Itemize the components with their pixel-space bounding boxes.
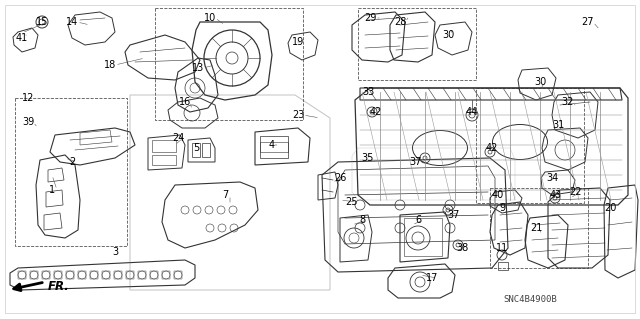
Text: 21: 21	[530, 223, 542, 233]
Text: 43: 43	[550, 190, 562, 200]
Text: 24: 24	[172, 133, 184, 143]
Text: 15: 15	[36, 17, 48, 27]
Text: 20: 20	[604, 203, 616, 213]
Bar	[102, 271, 110, 279]
Bar	[138, 271, 146, 279]
Text: 5: 5	[193, 143, 199, 153]
Bar	[404, 218, 442, 256]
Text: 14: 14	[66, 17, 78, 27]
Text: 39: 39	[22, 117, 34, 127]
Bar	[152, 155, 176, 165]
Text: 25: 25	[346, 197, 358, 207]
Bar	[15, 98, 127, 246]
Text: 16: 16	[179, 97, 191, 107]
Bar	[66, 271, 74, 279]
Bar	[90, 271, 98, 279]
Bar	[358, 8, 476, 80]
Text: 40: 40	[492, 190, 504, 200]
Text: SNC4B4900B: SNC4B4900B	[503, 295, 557, 305]
Text: 27: 27	[582, 17, 595, 27]
Text: 42: 42	[370, 107, 382, 117]
Text: 23: 23	[292, 110, 304, 120]
Bar	[155, 8, 303, 120]
Text: 6: 6	[415, 215, 421, 225]
Bar	[42, 271, 50, 279]
Bar	[114, 271, 122, 279]
Text: 22: 22	[570, 187, 582, 197]
Text: 32: 32	[562, 97, 574, 107]
Bar	[476, 88, 584, 203]
Text: 37: 37	[448, 210, 460, 220]
Bar	[498, 262, 508, 270]
Bar	[126, 271, 134, 279]
Bar	[162, 271, 170, 279]
Bar	[260, 142, 288, 152]
Bar	[152, 140, 176, 152]
Text: 1: 1	[49, 185, 55, 195]
Text: 33: 33	[362, 87, 374, 97]
Bar	[30, 271, 38, 279]
Text: FR.: FR.	[48, 279, 70, 293]
Bar	[18, 271, 26, 279]
Bar	[260, 136, 288, 158]
Bar	[192, 143, 200, 157]
Text: 13: 13	[192, 63, 204, 73]
Bar	[490, 188, 588, 268]
Text: 42: 42	[486, 143, 498, 153]
Text: 30: 30	[534, 77, 546, 87]
Text: 34: 34	[546, 173, 558, 183]
Text: 11: 11	[496, 243, 508, 253]
Text: 19: 19	[292, 37, 304, 47]
Text: 17: 17	[426, 273, 438, 283]
Text: 10: 10	[204, 13, 216, 23]
Text: 4: 4	[269, 140, 275, 150]
Text: 2: 2	[69, 157, 75, 167]
Text: 26: 26	[334, 173, 346, 183]
Bar	[202, 143, 210, 157]
Text: 31: 31	[552, 120, 564, 130]
Bar	[78, 271, 86, 279]
Text: 38: 38	[456, 243, 468, 253]
Text: 35: 35	[362, 153, 374, 163]
Text: 12: 12	[22, 93, 34, 103]
Text: 41: 41	[16, 33, 28, 43]
Text: 7: 7	[222, 190, 228, 200]
Text: 18: 18	[104, 60, 116, 70]
Text: 29: 29	[364, 13, 376, 23]
Text: 30: 30	[442, 30, 454, 40]
Bar	[54, 271, 62, 279]
Text: 3: 3	[112, 247, 118, 257]
Text: 8: 8	[359, 215, 365, 225]
Text: 37: 37	[410, 157, 422, 167]
Bar	[150, 271, 158, 279]
Text: 28: 28	[394, 17, 406, 27]
Text: 9: 9	[499, 203, 505, 213]
Text: 44: 44	[466, 107, 478, 117]
Bar	[174, 271, 182, 279]
